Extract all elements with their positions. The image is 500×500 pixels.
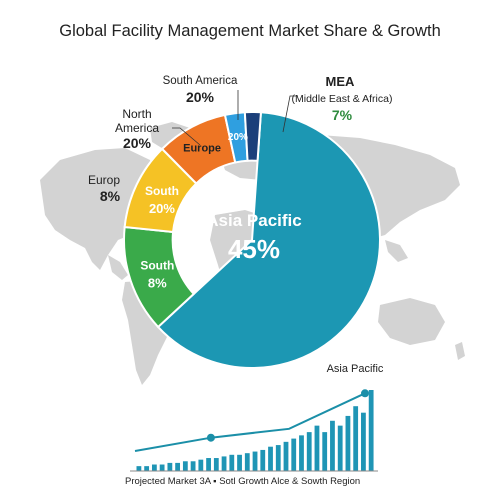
callout-mea-subname: (Middle East & Africa) — [292, 93, 393, 105]
growth-bar — [144, 466, 150, 471]
callout-north-america-value: 20% — [123, 135, 152, 151]
growth-bar — [322, 432, 328, 471]
map-australia — [378, 298, 445, 345]
growth-trend-marker — [206, 433, 215, 442]
growth-bar — [136, 466, 142, 471]
growth-trend-line — [134, 392, 366, 453]
growth-bar — [314, 425, 320, 471]
growth-bar — [151, 464, 157, 471]
donut-label-south-yellow: South — [145, 184, 179, 198]
growth-bar — [237, 454, 242, 471]
growth-bar — [368, 390, 374, 471]
growth-chart: Asia Pacific Projected Market 3A ▪ Sotl … — [125, 363, 384, 487]
donut-value-asia-pacific: 45% — [228, 234, 280, 264]
donut-labels: Asia Pacific 45% South 8% South 20% Europe 20% — [140, 132, 301, 291]
growth-bar — [291, 438, 297, 471]
growth-bar — [167, 462, 173, 471]
donut-label-europe: Europe — [183, 143, 221, 155]
map-southeast-asia — [385, 240, 408, 262]
growth-bar — [345, 415, 351, 471]
donut-chart — [123, 111, 381, 369]
donut-value-south-green: 8% — [148, 276, 167, 291]
growth-bar — [182, 461, 188, 471]
growth-bar — [361, 412, 366, 471]
growth-legend: Projected Market 3A ▪ Sotl Growth Alce &… — [125, 476, 360, 487]
callout-south-america-value: 20% — [186, 89, 215, 105]
callout-europ-name: Europ — [88, 173, 120, 187]
growth-bar — [306, 432, 312, 471]
growth-bar — [229, 454, 235, 471]
growth-bar — [175, 462, 181, 471]
donut-label-south-green: South — [140, 259, 174, 273]
growth-bar — [330, 420, 335, 471]
callout-mea-value: 7% — [332, 107, 353, 123]
growth-bar — [260, 449, 266, 471]
growth-bar — [268, 446, 273, 471]
growth-bar — [213, 458, 219, 471]
growth-bar — [244, 453, 250, 471]
growth-annotation: Asia Pacific — [327, 363, 384, 375]
growth-bar — [283, 441, 289, 471]
map-north-america — [40, 148, 155, 270]
callout-mea-name: MEA — [326, 74, 356, 89]
callout-south-america-name: South America — [163, 75, 238, 87]
growth-trend-marker — [361, 389, 369, 398]
page-title: Global Facility Management Market Share … — [59, 22, 441, 40]
growth-bar — [206, 458, 211, 471]
callout-north-america-name-2: America — [115, 121, 159, 135]
donut-slice-asia-pacific — [156, 111, 381, 369]
callout-europ-value: 8% — [100, 188, 121, 204]
growth-bar — [190, 461, 196, 471]
callouts: South America 20% North America 20% Euro… — [88, 74, 392, 204]
growth-bar — [275, 445, 281, 471]
growth-bar — [252, 451, 258, 471]
donut-value-south-yellow: 20% — [149, 201, 175, 216]
growth-bar — [198, 459, 204, 471]
growth-bar — [299, 435, 304, 471]
donut-slice-navy — [243, 111, 262, 162]
leader-line-mea — [282, 95, 298, 133]
callout-north-america-name-1: North — [122, 107, 151, 121]
donut-label-asia-pacific: Asia Pacific — [206, 211, 301, 230]
leader-line-north-america — [172, 127, 201, 146]
map-central-america — [108, 255, 128, 280]
growth-bar — [353, 406, 359, 471]
growth-bar — [221, 456, 227, 471]
growth-trend-markers — [206, 389, 369, 442]
map-new-zealand — [455, 342, 465, 360]
donut-label-light-blue: 20% — [228, 132, 248, 143]
growth-bars — [136, 390, 374, 471]
growth-bar — [337, 425, 343, 471]
growth-bar — [159, 464, 165, 471]
